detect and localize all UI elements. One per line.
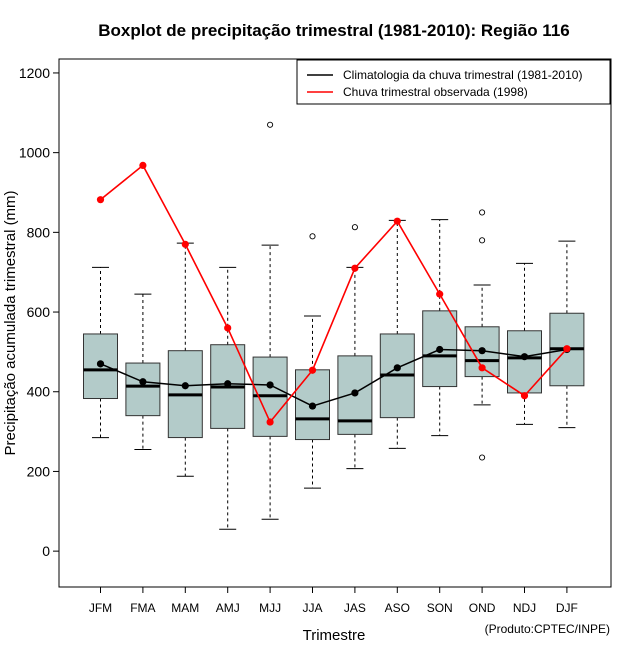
observed-series: [96, 161, 571, 426]
series-line: [100, 348, 568, 407]
series-point: [96, 196, 105, 204]
box-mjj: [252, 121, 288, 520]
series-point: [351, 389, 359, 397]
x-tick-label: JJA: [302, 601, 322, 615]
box-jja: [295, 233, 330, 489]
series-point: [181, 240, 189, 248]
boxes: [83, 121, 585, 530]
legend: Climatologia da chuva trimestral (1981-2…: [296, 59, 611, 105]
y-tick-label: 1200: [19, 65, 50, 81]
y-tick-label: 1000: [19, 145, 50, 161]
series-point: [520, 392, 529, 400]
series-point: [393, 364, 401, 372]
y-tick-label: 600: [27, 304, 51, 320]
box-jfm: [83, 266, 118, 439]
y-tick-label: 800: [27, 224, 51, 240]
x-tick-label: MAM: [171, 601, 199, 615]
series-point: [224, 324, 232, 332]
series-point: [181, 382, 189, 390]
box-mam: [167, 242, 203, 477]
series-point: [520, 353, 529, 361]
series-point: [436, 290, 444, 298]
series-point: [436, 345, 444, 354]
box-aso: [379, 219, 415, 449]
outlier-point: [351, 224, 358, 231]
outlier-point: [479, 454, 486, 461]
x-tick-label: FMA: [130, 601, 155, 615]
series-point: [393, 217, 401, 225]
series-point: [351, 264, 359, 272]
box-iqr: [125, 362, 161, 417]
plot-frame: [58, 58, 612, 588]
y-axis: 0 200 400 600 800 1000 1200: [19, 65, 59, 559]
series-point: [96, 360, 105, 368]
legend-box: [296, 59, 611, 105]
box-fma: [125, 293, 161, 451]
x-tick-label: NDJ: [513, 601, 536, 615]
x-axis-label: Trimestre: [303, 627, 366, 644]
box-amj: [210, 266, 246, 530]
series-point: [478, 347, 486, 355]
series-point: [478, 364, 486, 372]
x-tick-label: JAS: [344, 601, 366, 615]
x-tick-label: OND: [469, 601, 496, 615]
x-tick-label: JFM: [89, 601, 112, 615]
series-point: [139, 161, 147, 169]
x-tick-label: MJJ: [259, 601, 281, 615]
outlier-point: [479, 209, 486, 216]
chart-title: Boxplot de precipitação trimestral (1981…: [98, 21, 569, 40]
y-tick-label: 0: [42, 543, 50, 559]
series-line: [99, 164, 568, 424]
y-tick-label: 200: [27, 463, 51, 479]
series-point: [266, 418, 274, 426]
series-point: [563, 345, 571, 353]
x-axis: JFM FMA MAM AMJ MJJ JJA JAS ASO SON OND NDJ DJF: [89, 587, 578, 615]
outlier-point: [479, 237, 486, 244]
series-point: [308, 402, 317, 410]
x-tick-label: AMJ: [216, 601, 240, 615]
x-tick-label: SON: [427, 601, 453, 615]
legend-label: Climatologia da chuva trimestral (1981-2…: [343, 68, 582, 82]
climatology-series: [96, 345, 571, 410]
y-axis-label: Precipitação acumulada trimestral (mm): [2, 190, 19, 455]
box-djf: [549, 240, 585, 429]
series-point: [224, 380, 232, 388]
series-lines: [96, 161, 571, 426]
box-son: [422, 219, 458, 437]
x-tick-label: DJF: [556, 601, 578, 615]
box-jas: [337, 224, 373, 470]
box-ndj: [507, 262, 542, 425]
series-point: [139, 378, 147, 386]
x-tick-label: ASO: [385, 601, 410, 615]
series-point: [308, 366, 317, 374]
product-credit: (Produto:CPTEC/INPE): [485, 622, 610, 636]
y-tick-label: 400: [27, 384, 51, 400]
series-point: [266, 381, 274, 389]
box-ond: [464, 209, 500, 461]
outlier-point: [267, 121, 274, 128]
outlier-point: [309, 233, 316, 240]
legend-label: Chuva trimestral observada (1998): [343, 85, 528, 99]
